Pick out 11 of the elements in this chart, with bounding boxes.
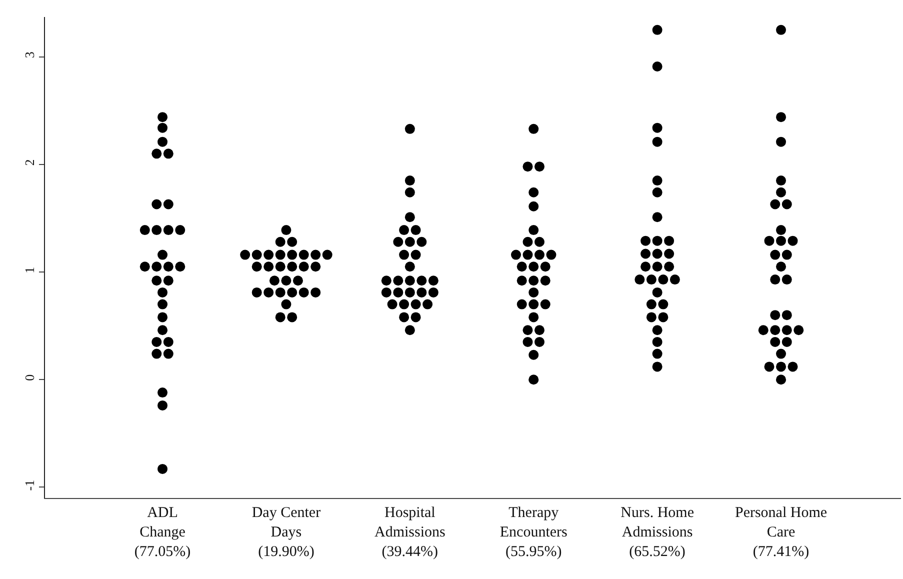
x-tick-label: Day Center Days (19.90%) xyxy=(252,505,321,560)
y-tick-label: 1 xyxy=(22,266,37,274)
y-tick-label: -1 xyxy=(22,480,37,491)
x-tick-label: Therapy Encounters (55.95%) xyxy=(500,505,568,560)
y-tick-label: 2 xyxy=(22,159,37,166)
y-tick-label: 3 xyxy=(22,52,37,58)
x-tick-label: Nurs. Home Admissions (65.52%) xyxy=(620,505,694,560)
x-tick-label: Hospital Admissions (39.44%) xyxy=(374,505,446,560)
y-tick-label: 0 xyxy=(22,374,37,381)
x-tick-label: ADL Change (77.05%) xyxy=(134,505,191,560)
x-tick-label: Personal Home Care (77.41%) xyxy=(734,505,828,560)
